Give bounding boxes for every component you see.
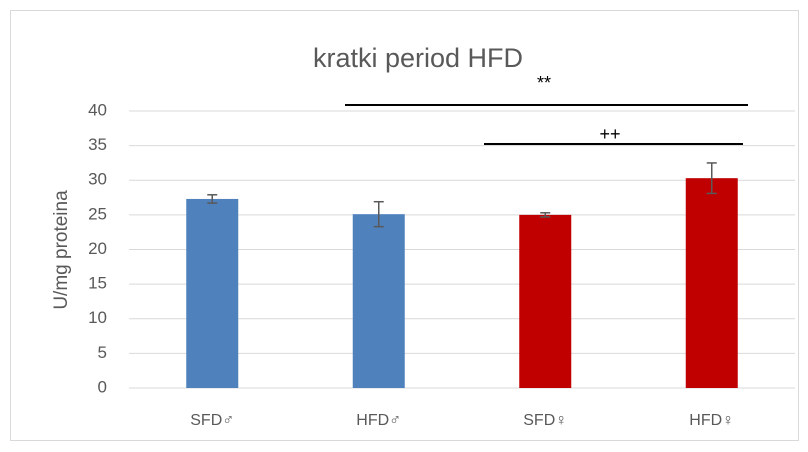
y-tick-label: 5 [98,343,107,362]
annotation: ** [537,73,551,93]
y-tick-label: 15 [88,274,107,293]
error-bar [373,200,384,228]
y-axis-label: U/mg proteina [51,190,72,310]
y-tick-label: 0 [98,377,107,396]
error-bar [207,194,218,204]
x-tick-label: SFD♀ [523,412,567,429]
bar [352,214,405,388]
annotation: ++ [599,124,620,144]
bar [685,178,738,388]
y-tick-label: 30 [88,170,107,189]
y-tick-label: 10 [88,308,107,327]
bar [519,214,572,388]
x-tick-label: SFD♂ [190,412,234,429]
error-bar [706,162,717,195]
bar [186,198,239,388]
y-tick-label: 20 [88,239,107,258]
y-tick-label: 40 [88,100,107,119]
x-tick-label: HFD♂ [356,412,401,429]
y-tick-label: 25 [88,204,107,223]
error-bar [540,212,551,218]
y-tick-label: 35 [88,135,107,154]
chart-title: kratki period HFD [313,43,523,73]
x-tick-label: HFD♀ [689,412,734,429]
